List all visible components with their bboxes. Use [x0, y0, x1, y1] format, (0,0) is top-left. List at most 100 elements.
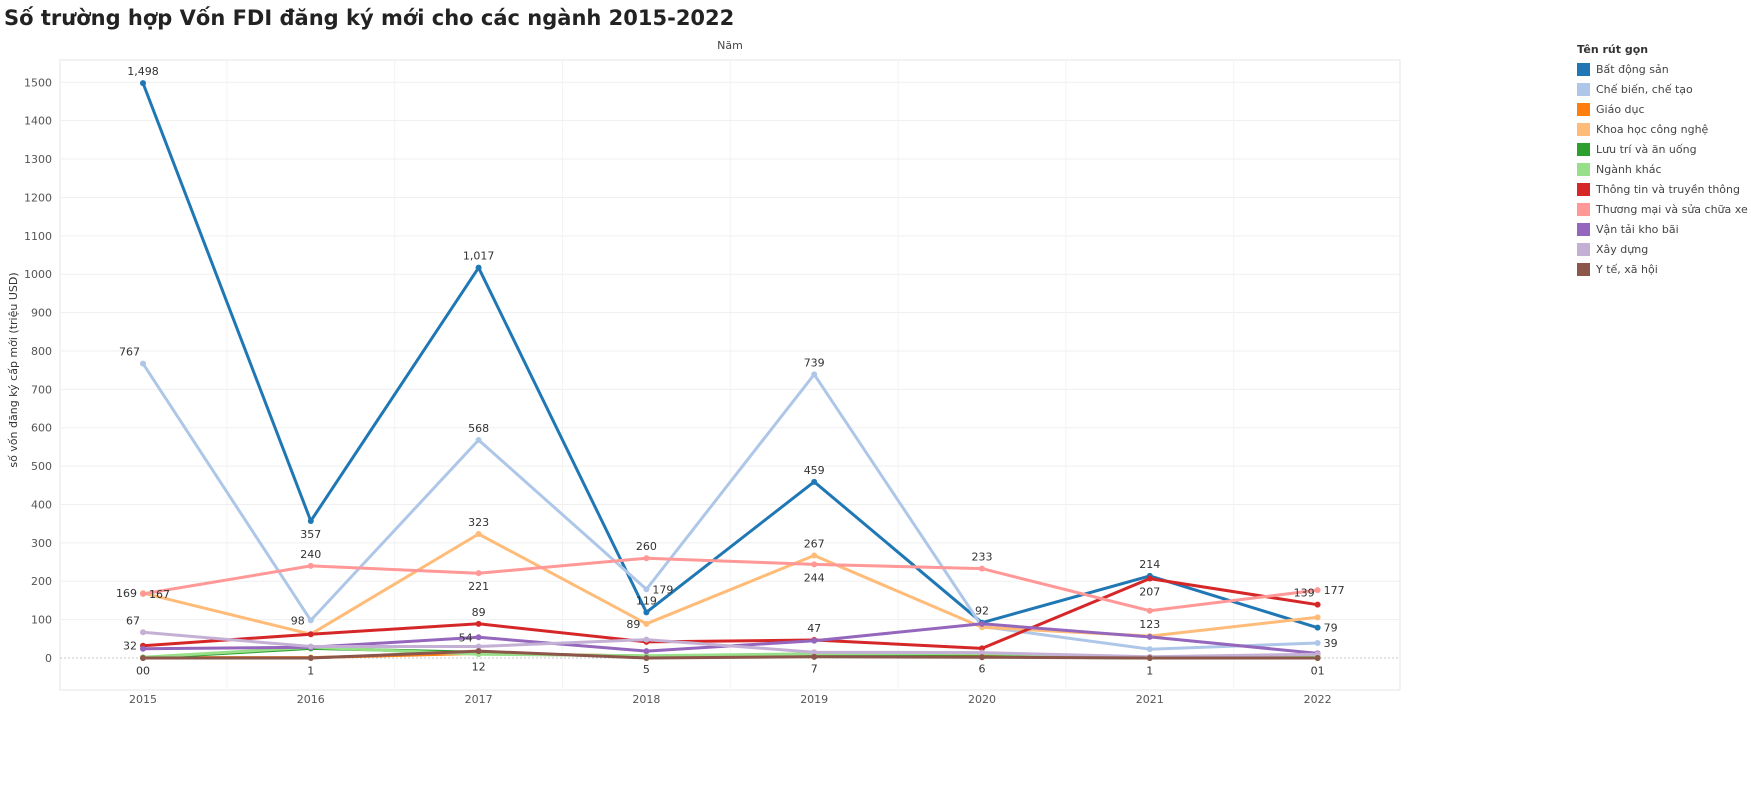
legend-item[interactable]: Vận tải kho bãi	[1577, 219, 1747, 239]
data-label: 139	[1294, 587, 1315, 600]
legend-label: Y tế, xã hội	[1596, 262, 1658, 276]
data-point	[979, 565, 985, 572]
data-point	[140, 80, 146, 87]
legend-item[interactable]: Lưu trí và ăn uống	[1577, 139, 1747, 159]
y-tick-label: 1500	[24, 76, 52, 89]
y-tick-label: 1000	[24, 268, 52, 281]
x-axis-ticks: 2015 2016 2017 2018 2019 2020 2021 2022	[129, 693, 1332, 706]
y-tick-label: 800	[31, 345, 52, 358]
series-line	[142, 630, 1318, 659]
legend-label: Thông tin và truyền thông	[1596, 182, 1740, 196]
data-point	[1314, 640, 1321, 647]
data-label: 233	[972, 551, 993, 564]
data-label: 7	[811, 662, 818, 675]
legend-item[interactable]: Thông tin và truyền thông	[1577, 179, 1747, 199]
data-point	[475, 643, 482, 650]
data-point	[140, 360, 146, 367]
data-label: 98	[291, 614, 305, 627]
legend-title: Tên rút gọn	[1577, 43, 1649, 56]
line-chart: Năm số vốn đăng ký cấp mới (triệu USD) 0…	[7, 39, 1401, 706]
legend-label: Thương mại và sửa chữa xe	[1596, 202, 1748, 216]
legend-item[interactable]: Xây dựng	[1577, 239, 1747, 259]
data-label: 214	[1139, 558, 1160, 571]
data-point	[307, 655, 314, 661]
data-labels: 1,4983571,017119459922147976798568179739…	[116, 65, 1345, 678]
legend-swatch	[1577, 262, 1590, 276]
data-point	[475, 264, 482, 271]
legend-item[interactable]: Giáo dục	[1577, 99, 1747, 119]
legend-label: Giáo dục	[1596, 102, 1645, 116]
legend-swatch	[1577, 162, 1590, 176]
legend-item[interactable]: Chế biến, chế tạo	[1577, 79, 1747, 99]
legend-item[interactable]: Y tế, xã hội	[1577, 259, 1747, 279]
data-label: 267	[804, 538, 825, 551]
data-label: 260	[636, 540, 657, 553]
series-lines	[141, 82, 1319, 660]
data-point	[979, 654, 985, 661]
y-tick-label: 400	[31, 498, 52, 511]
data-point	[1146, 655, 1153, 661]
data-point	[1314, 601, 1321, 608]
data-label: 32	[123, 640, 137, 653]
data-point	[307, 617, 314, 624]
data-point	[643, 555, 650, 562]
series-points	[140, 80, 1321, 661]
legend-item[interactable]: Ngành khác	[1577, 159, 1747, 179]
data-point	[1146, 575, 1153, 582]
data-point	[475, 620, 482, 627]
x-tick-label: 2016	[297, 693, 325, 706]
legend-item[interactable]: Khoa học công nghệ	[1577, 119, 1747, 139]
data-point	[979, 649, 985, 656]
y-tick-label: 1200	[24, 191, 52, 204]
legend-swatch	[1577, 102, 1590, 116]
legend-label: Khoa học công nghệ	[1596, 122, 1709, 136]
data-label: 01	[1311, 665, 1325, 678]
legend-label: Ngành khác	[1596, 162, 1662, 176]
data-label: 00	[136, 665, 150, 678]
y-tick-label: 700	[31, 383, 52, 396]
legend-label: Vận tải kho bãi	[1596, 222, 1679, 236]
x-tick-label: 2019	[800, 693, 828, 706]
data-label: 221	[468, 580, 489, 593]
data-label: 169	[116, 587, 137, 600]
data-label: 5	[643, 663, 650, 676]
data-label: 92	[975, 605, 989, 618]
y-tick-label: 1100	[24, 230, 52, 243]
legend-swatch	[1577, 62, 1590, 76]
data-point	[1314, 655, 1321, 661]
data-label: 12	[472, 660, 486, 673]
y-tick-label: 600	[31, 422, 52, 435]
y-tick-label: 1300	[24, 153, 52, 166]
data-point	[643, 620, 650, 627]
data-label: 167	[149, 588, 170, 601]
data-point	[643, 586, 650, 593]
legend-items: Bất động sản Chế biến, chế tạo Giáo dục Kho…	[1577, 59, 1748, 279]
data-label: 89	[626, 618, 640, 631]
data-point	[1146, 646, 1153, 653]
y-axis-ticks: 0 100 200 300 400 500 600 700 800 900 1000 1100 1200…	[24, 76, 52, 665]
data-label: 459	[804, 464, 825, 477]
y-tick-label: 100	[31, 614, 52, 627]
legend-item[interactable]: Bất động sản	[1577, 59, 1747, 79]
data-label: 1,017	[463, 250, 495, 263]
legend-label: Chế biến, chế tạo	[1596, 82, 1693, 96]
series-line	[142, 577, 1318, 650]
data-point	[307, 643, 314, 650]
gridlines	[59, 59, 1401, 691]
data-label: 357	[300, 528, 321, 541]
data-label: 89	[472, 606, 486, 619]
legend-item[interactable]: Thương mại và sửa chữa xe	[1577, 199, 1748, 219]
data-point	[475, 570, 482, 577]
data-label: 244	[804, 571, 825, 584]
data-point	[475, 634, 482, 641]
series-line	[143, 649, 1318, 660]
data-label: 123	[1139, 618, 1160, 631]
data-label: 1	[307, 665, 314, 678]
x-tick-label: 2022	[1304, 693, 1332, 706]
data-point	[979, 620, 985, 627]
data-point	[1146, 633, 1153, 640]
data-point	[1314, 614, 1321, 621]
top-axis-label: Năm	[717, 39, 743, 52]
data-point	[811, 637, 818, 644]
legend-swatch	[1577, 222, 1590, 236]
